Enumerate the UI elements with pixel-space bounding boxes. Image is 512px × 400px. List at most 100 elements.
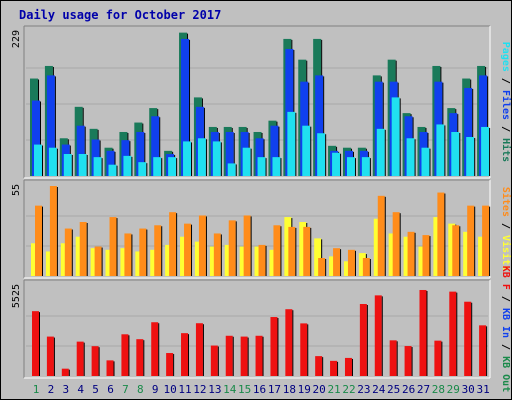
series-label-part: KB F [500, 266, 511, 290]
kbytes-bar [330, 360, 338, 376]
day-label-20: 20 [313, 383, 326, 396]
series-label-part: / [500, 72, 511, 90]
visits-bar [60, 243, 68, 276]
sites-bar [198, 215, 206, 276]
kbytes-bar [300, 323, 308, 376]
day-label-31: 31 [476, 383, 489, 396]
series-label-part: KB In [500, 308, 511, 338]
day-label-22: 22 [342, 383, 355, 396]
sites-bar [213, 233, 221, 276]
pages-bar [376, 128, 385, 176]
sites-bar [184, 223, 192, 276]
series-label-part: Pages [500, 42, 511, 72]
day-label-24: 24 [372, 383, 386, 396]
sites-bar [139, 228, 147, 276]
sites-bar [422, 235, 430, 276]
pages-bar [302, 125, 311, 176]
panel-3-series-label: KB F / KB In / KB Out [500, 266, 511, 392]
pages-bar [346, 157, 355, 176]
visits-bar [269, 249, 277, 276]
panel-3-ymax-label: 5525 [11, 284, 22, 308]
day-label-11: 11 [178, 383, 191, 396]
sites-bar [35, 205, 42, 276]
files-bar [76, 125, 85, 176]
sites-bar [362, 258, 370, 276]
visits-bar [418, 246, 426, 276]
pages-bar [197, 138, 206, 176]
day-label-18: 18 [283, 383, 296, 396]
series-label-part: Files [500, 90, 512, 120]
pages-bar [436, 124, 445, 176]
sites-bar [347, 249, 355, 276]
kbytes-bar [166, 353, 174, 376]
kbytes-bar [315, 356, 323, 376]
day-label-19: 19 [298, 383, 311, 396]
day-label-30: 30 [462, 383, 475, 396]
sites-bar [94, 246, 102, 276]
pages-bar [406, 138, 415, 176]
kbytes-bar [181, 333, 189, 376]
pages-bar [93, 157, 102, 176]
kbytes-bar [225, 335, 233, 376]
sites-bar [79, 222, 87, 276]
panel-1-ymax-label: 229 [11, 30, 22, 48]
series-label-part: Visits [500, 235, 512, 271]
sites-bar [169, 212, 177, 276]
series-label-part: / [500, 120, 511, 138]
visits-bar [180, 236, 188, 276]
sites-bar [482, 205, 490, 276]
visits-bar [45, 251, 53, 276]
pages-bar [317, 133, 326, 176]
visits-bar [284, 217, 292, 276]
kbytes-bar [344, 357, 352, 376]
panel-1: 229 Pages / Files / Hits [11, 25, 512, 179]
files-bar [270, 125, 279, 176]
kbytes-bar [76, 341, 84, 376]
pages-bar [361, 157, 370, 176]
series-label-part: KB Out [500, 356, 511, 392]
files-bar [464, 87, 473, 176]
kbytes-bar [285, 309, 293, 376]
sites-bar [49, 186, 57, 276]
series-label-part: Sites [500, 187, 512, 217]
kbytes-bar [419, 289, 427, 376]
kbytes-bar [136, 339, 144, 376]
visits-bar [403, 236, 411, 276]
kbytes-bar [270, 317, 278, 376]
visits-bar [135, 251, 143, 276]
panel-2-ymax-label: 55 [11, 184, 22, 196]
sites-bar [273, 225, 281, 276]
day-label-7: 7 [122, 383, 129, 396]
sites-bar [333, 248, 341, 276]
series-label-part: / [500, 338, 511, 356]
sites-bar [377, 195, 385, 276]
pages-bar [481, 126, 490, 176]
pages-bar [108, 164, 117, 176]
pages-bar [272, 157, 281, 176]
sites-bar [467, 205, 475, 276]
kbytes-bar [121, 334, 129, 376]
sites-bar [452, 225, 460, 276]
files-bar [106, 150, 115, 176]
visits-bar [75, 236, 83, 276]
kbytes-bar [240, 336, 248, 376]
visits-bar [373, 218, 381, 276]
pages-bar [63, 153, 72, 176]
panel-2: 55 Sites / Visits [11, 179, 512, 279]
files-bar [136, 131, 145, 176]
sites-bar [258, 244, 266, 276]
day-label-9: 9 [152, 383, 159, 396]
kbytes-bar [106, 360, 114, 376]
kbytes-bar [91, 346, 99, 376]
visits-bar [314, 238, 322, 276]
visits-bar [254, 246, 262, 276]
sites-bar [109, 217, 117, 276]
kbytes-bar [434, 340, 442, 376]
day-label-21: 21 [327, 383, 340, 396]
kbytes-bar [404, 346, 412, 376]
visits-bar [120, 248, 128, 276]
day-label-4: 4 [77, 383, 84, 396]
sites-bar [64, 228, 72, 276]
day-label-25: 25 [387, 383, 400, 396]
pages-bar [138, 162, 147, 176]
